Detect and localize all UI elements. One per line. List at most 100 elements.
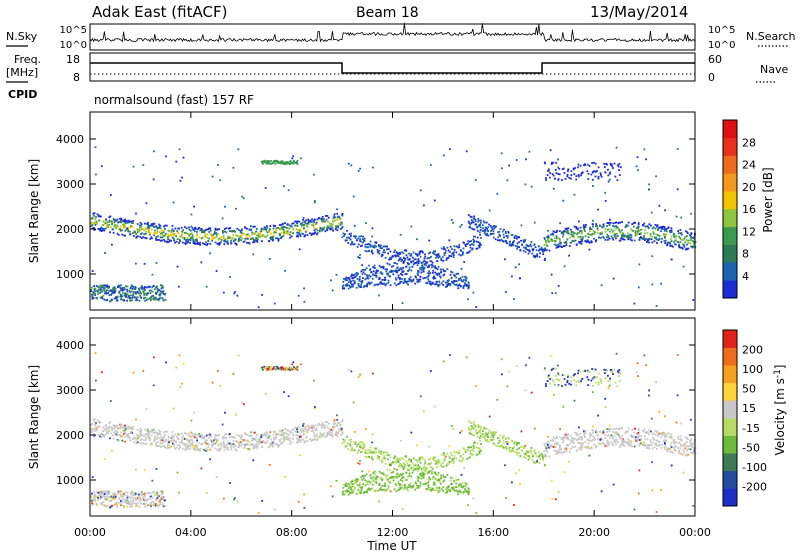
velocity-cell [92, 430, 94, 432]
velocity-cell [415, 464, 417, 466]
power-cell [223, 292, 225, 294]
power-cell [428, 270, 430, 272]
power-cell [448, 257, 450, 259]
velocity-cell [567, 433, 569, 435]
power-cell [129, 297, 131, 299]
power-cell [636, 165, 638, 167]
power-cell [563, 234, 565, 236]
power-cell [132, 286, 134, 288]
velocity-cell [393, 457, 395, 459]
power-cell [117, 300, 119, 302]
velocity-cell [369, 489, 371, 491]
power-cell [633, 230, 635, 232]
power-cell [360, 286, 362, 288]
power-cell [511, 245, 513, 247]
power-cell [610, 163, 612, 165]
velocity-cell [224, 447, 226, 449]
power-cell [477, 230, 479, 232]
power-cell [573, 240, 575, 242]
power-cell [270, 233, 272, 235]
power-cell [337, 229, 339, 231]
power-cell [368, 250, 370, 252]
velocity-cell [633, 436, 635, 438]
velocity-cell [480, 443, 482, 445]
velocity-cell [105, 428, 107, 430]
velocity-cell [538, 451, 540, 453]
velocity-cell [479, 437, 481, 439]
power-cell [386, 246, 388, 248]
power-cell [598, 237, 600, 239]
power-cell [182, 242, 184, 244]
power-cell [233, 293, 235, 295]
power-cell [110, 194, 112, 196]
velocity-cell [187, 448, 189, 450]
power-cell [278, 162, 280, 164]
velocity-cell [335, 434, 337, 436]
velocity-cell [135, 439, 137, 441]
power-cell [606, 164, 608, 166]
velocity-cell [356, 481, 358, 483]
power-cell [402, 267, 404, 269]
velocity-cell [194, 436, 196, 438]
velocity-cell [602, 442, 604, 444]
velocity-cell [109, 426, 111, 428]
power-cell [386, 269, 388, 271]
velocity-cell [370, 447, 372, 449]
power-cell [290, 231, 292, 233]
power-cell [578, 237, 580, 239]
power-cell [265, 229, 267, 231]
velocity-cell [431, 473, 433, 475]
velocity-cell [514, 443, 516, 445]
velocity-cell [424, 462, 426, 464]
power-cell [308, 223, 310, 225]
velocity-cell [313, 427, 315, 429]
velocity-cell [290, 437, 292, 439]
power-cell [451, 219, 453, 221]
velocity-cell [374, 473, 376, 475]
power-cell [477, 237, 479, 239]
power-cell [628, 237, 630, 239]
power-cell [544, 163, 546, 165]
power-cell [223, 235, 225, 237]
power-cell [153, 285, 155, 287]
power-cell [382, 251, 384, 253]
velocity-cell [493, 443, 495, 445]
power-cell [182, 237, 184, 239]
power-cell [475, 179, 477, 181]
power-cell [96, 223, 98, 225]
power-cell [121, 234, 123, 236]
power-cell [357, 238, 359, 240]
power-cell [411, 262, 413, 264]
power-cell [666, 228, 668, 230]
power-cell [177, 228, 179, 230]
power-cell [404, 258, 406, 260]
power-cell [509, 241, 511, 243]
velocity-cell [456, 457, 458, 459]
power-cell [291, 158, 293, 160]
velocity-cell [381, 453, 383, 455]
velocity-cell [553, 446, 555, 448]
power-cell [607, 235, 609, 237]
power-cell [564, 245, 566, 247]
velocity-cell [374, 491, 376, 493]
velocity-cell [611, 442, 613, 444]
velocity-cell [210, 436, 212, 438]
power-cell [421, 272, 423, 274]
velocity-cell [399, 475, 401, 477]
power-cell [650, 235, 652, 237]
power-cell [455, 277, 457, 279]
power-cell [199, 244, 201, 246]
power-cell [578, 164, 580, 166]
power-cell [207, 240, 209, 242]
velocity-cell [594, 437, 596, 439]
velocity-cell [151, 443, 153, 445]
power-cell [251, 234, 253, 236]
power-cell [204, 243, 206, 245]
power-cell [154, 223, 156, 225]
velocity-cell [412, 472, 414, 474]
power-cell [328, 225, 330, 227]
power-cell [133, 291, 135, 293]
power-cell [556, 230, 558, 232]
power-cell [635, 230, 637, 232]
velocity-cell [333, 423, 335, 425]
